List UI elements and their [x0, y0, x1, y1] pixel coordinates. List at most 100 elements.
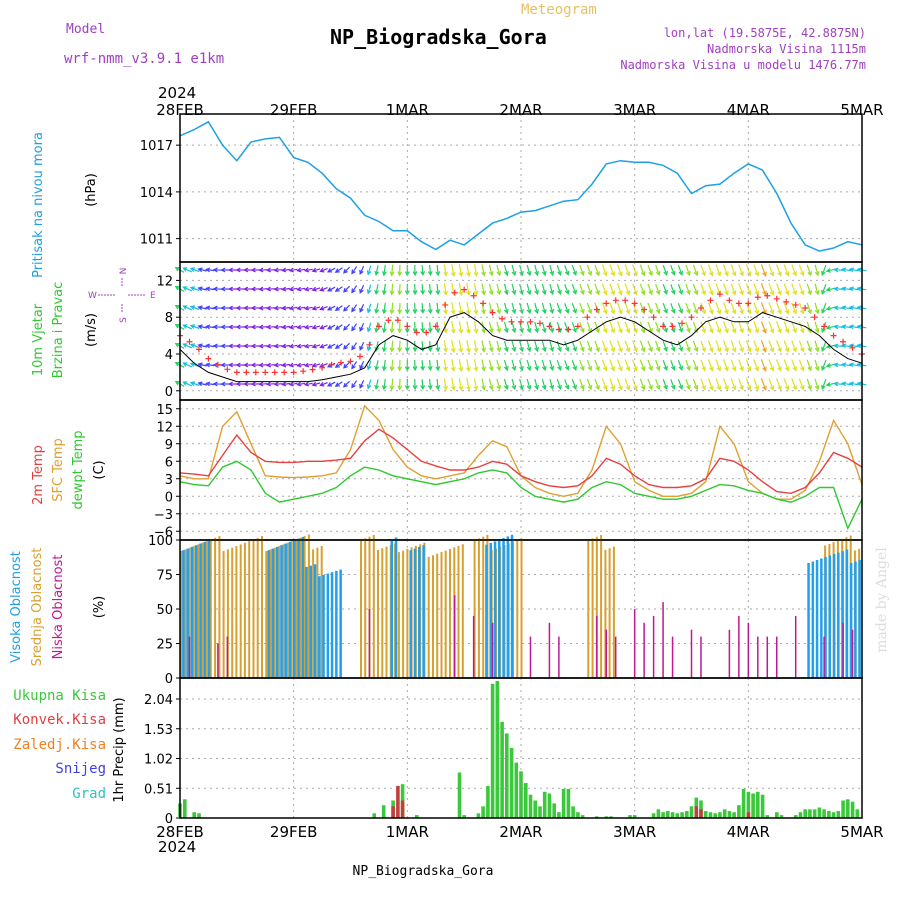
- wind-arrow: [206, 325, 215, 329]
- wind-arrow-head: [205, 267, 211, 273]
- wind-arrow: [511, 283, 516, 295]
- wind-arrow: [458, 263, 462, 277]
- wind-arrow: [776, 302, 782, 314]
- wind-arrow-head: [693, 366, 699, 372]
- wind-arrow-head: [678, 289, 684, 295]
- wind-arrow: [677, 321, 683, 333]
- wind-arrow: [609, 283, 615, 295]
- wind-arrow-head: [708, 290, 714, 296]
- wind-arrow-head: [814, 290, 820, 296]
- wind-arrow: [586, 302, 592, 314]
- high-cloud-bar: [413, 548, 417, 678]
- wind-arrow-head: [587, 290, 593, 296]
- wind-arrow-head: [197, 267, 203, 273]
- wind-arrow: [834, 345, 845, 347]
- precip-total-bar: [524, 783, 528, 818]
- high-cloud-bar: [837, 552, 840, 678]
- wind-arrow-head: [366, 327, 372, 333]
- wind-arrow-head: [511, 308, 517, 315]
- precip-total-bar: [732, 812, 736, 818]
- wind-arrow-head: [359, 288, 364, 294]
- gust-marker: [470, 292, 477, 299]
- gust-marker: [252, 369, 259, 376]
- wind-arrow-head: [825, 268, 831, 273]
- wind-arrow: [760, 378, 767, 390]
- wind-arrow-head: [227, 324, 233, 330]
- wind-arrow-head: [288, 381, 294, 387]
- wind-arrow: [564, 284, 569, 294]
- wind-arrow-head: [848, 381, 854, 387]
- wind-arrow: [776, 340, 782, 352]
- wind-arrow-head: [625, 290, 631, 296]
- wind-arrow-head: [762, 385, 767, 391]
- wind-arrow: [677, 378, 683, 390]
- wind-arrow: [834, 269, 845, 271]
- wind-arrow: [421, 379, 424, 389]
- wind-arrow: [190, 305, 200, 311]
- high-cloud-bar: [267, 550, 270, 678]
- wind-arrow: [436, 359, 439, 371]
- wind-ylabel-1: 10m Vjetar: [31, 303, 46, 376]
- wind-arrow-head: [655, 365, 661, 372]
- wind-arrow: [632, 283, 638, 295]
- wind-arrow: [579, 359, 584, 371]
- wind-arrow-head: [458, 328, 464, 335]
- wind-arrow: [723, 340, 729, 352]
- wind-arrow: [594, 340, 600, 352]
- wind-arrow-head: [655, 384, 661, 391]
- wind-arrow-head: [281, 267, 287, 273]
- wind-arrow-head: [731, 271, 737, 277]
- wind-arrow: [821, 302, 827, 314]
- mid-cloud-bar: [222, 551, 225, 678]
- wind-arrow-head: [473, 271, 479, 277]
- wind-arrow-head: [580, 289, 585, 296]
- wind-arrow: [834, 326, 845, 328]
- wind-arrow-head: [303, 362, 310, 368]
- wind-arrow: [343, 304, 351, 312]
- mid-cloud-bar: [192, 546, 195, 678]
- low-cloud: [188, 595, 854, 678]
- wind-arrow-head: [220, 305, 226, 311]
- wind-arrow: [655, 359, 660, 371]
- wind-arrow: [579, 283, 584, 295]
- temperature-tick-label: −6: [154, 525, 173, 540]
- wind-arrow: [768, 264, 774, 276]
- wind-arrow-head: [397, 290, 403, 296]
- wind-arrow-head: [220, 286, 226, 292]
- wind-arrow: [206, 306, 215, 310]
- wind-arrow: [586, 359, 592, 371]
- wind-arrow-head: [848, 324, 854, 330]
- wind-arrow: [821, 283, 827, 295]
- precip-total-bar: [812, 809, 817, 819]
- wind-arrow: [814, 378, 819, 390]
- wind-arrow-head: [412, 366, 418, 372]
- wind-arrow-head: [220, 381, 226, 387]
- precip-total-bar: [372, 813, 376, 818]
- wind-arrow-head: [359, 345, 364, 351]
- wind-arrow-head: [640, 347, 646, 353]
- wind-arrow-head: [670, 289, 676, 295]
- wind-arrow-head: [334, 287, 340, 292]
- precip-tick-label: 1.02: [144, 753, 173, 768]
- wind-arrow-head: [640, 328, 646, 334]
- mid-cloud-bar: [180, 551, 182, 678]
- wind-arrow: [443, 359, 447, 371]
- wind-arrow: [503, 302, 508, 314]
- wind-arrow-head: [466, 290, 471, 297]
- mid-cloud-bar: [201, 542, 204, 678]
- wind-arrow-head: [334, 382, 340, 387]
- gust-marker: [480, 300, 487, 307]
- wind-arrow: [624, 302, 630, 314]
- wind-arrow-head: [197, 305, 203, 311]
- gust-marker: [735, 300, 742, 307]
- wind-arrow-head: [296, 286, 302, 292]
- wind-arrow-head: [288, 267, 294, 273]
- precip-total-bar: [476, 813, 481, 818]
- wind-arrow: [473, 264, 478, 276]
- wind-arrow: [335, 381, 343, 387]
- wind-arrow-head: [640, 290, 646, 296]
- precip-total-bar: [746, 791, 751, 819]
- wind-arrow: [429, 322, 432, 332]
- gust-marker: [726, 297, 733, 304]
